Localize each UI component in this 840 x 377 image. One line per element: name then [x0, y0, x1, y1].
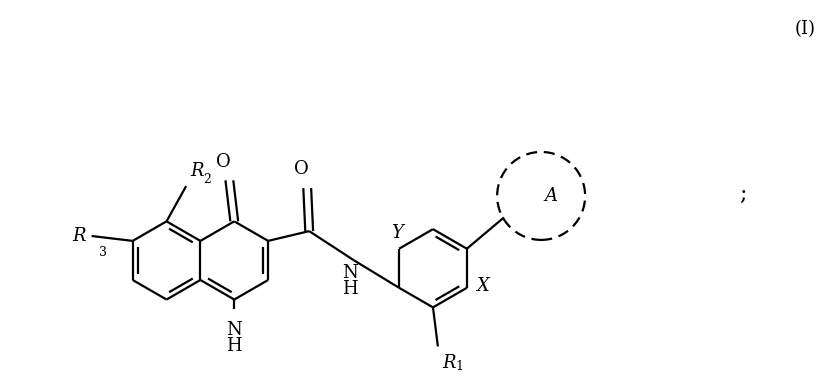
Text: R: R — [72, 227, 86, 245]
Text: 3: 3 — [99, 246, 108, 259]
Text: H: H — [343, 280, 358, 298]
Text: ;: ; — [739, 183, 747, 205]
Text: 2: 2 — [203, 173, 212, 186]
Text: Y: Y — [391, 224, 403, 242]
Text: N: N — [227, 321, 242, 339]
Text: (I): (I) — [795, 20, 816, 38]
Text: 1: 1 — [455, 360, 464, 373]
Text: R: R — [442, 354, 455, 372]
Text: N: N — [343, 264, 358, 282]
Text: O: O — [216, 153, 231, 170]
Text: O: O — [294, 160, 309, 178]
Text: X: X — [476, 277, 490, 295]
Text: H: H — [227, 337, 242, 355]
Text: R: R — [190, 162, 203, 180]
Text: A: A — [544, 187, 558, 205]
